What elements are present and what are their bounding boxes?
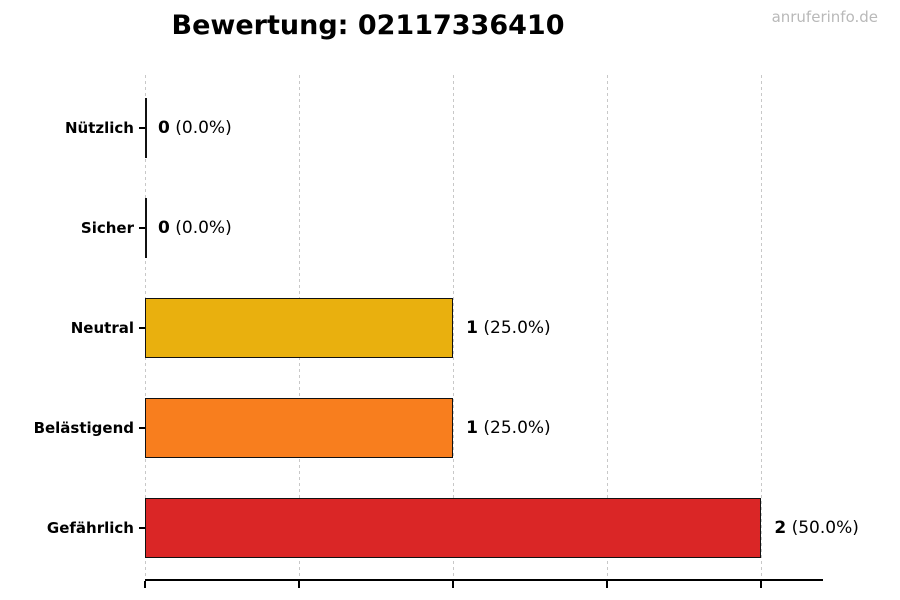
bar-0: [145, 98, 147, 158]
value-percentage-0: (0.0%): [169, 118, 232, 138]
value-count-2: 1: [466, 318, 479, 338]
gridline-x-1: [452, 75, 454, 580]
value-count-4: 2: [774, 518, 787, 538]
bar-2: [145, 298, 454, 358]
category-label-3: Belästigend: [33, 419, 134, 437]
value-percentage-4: (50.0%): [786, 518, 859, 538]
watermark-text: anruferinfo.de: [771, 8, 878, 26]
value-count-0: 0: [158, 118, 170, 138]
x-axis-tick-0.5: [298, 581, 301, 588]
gridline-x-2: [760, 75, 762, 580]
category-label-4: Gefährlich: [46, 519, 134, 537]
value-count-1: 0: [158, 218, 170, 238]
value-label-0: 0 (0.0%): [158, 118, 232, 138]
value-label-1: 0 (0.0%): [158, 218, 232, 238]
y-axis-tick-3: [139, 427, 145, 429]
gridline-x-1.5: [606, 75, 608, 580]
value-percentage-2: (25.0%): [478, 318, 551, 338]
x-axis-tick-2: [760, 581, 763, 588]
y-axis-tick-4: [139, 527, 145, 529]
value-percentage-3: (25.0%): [478, 418, 551, 438]
value-count-3: 1: [466, 418, 479, 438]
category-label-2: Neutral: [70, 319, 134, 337]
y-axis-tick-2: [139, 327, 145, 329]
bar-1: [145, 198, 147, 258]
value-label-4: 2 (50.0%): [774, 518, 859, 538]
x-axis-tick-0: [144, 581, 146, 588]
value-percentage-1: (0.0%): [169, 218, 232, 238]
value-label-2: 1 (25.0%): [466, 318, 551, 338]
category-label-1: Sicher: [80, 219, 134, 237]
category-label-0: Nützlich: [65, 119, 134, 137]
value-label-3: 1 (25.0%): [466, 418, 551, 438]
y-axis-tick-1: [139, 227, 145, 229]
x-axis-tick-1.5: [606, 581, 609, 588]
bar-4: [145, 498, 762, 558]
chart-title: Bewertung: 02117336410: [171, 10, 565, 41]
y-axis-tick-0: [139, 127, 145, 129]
x-axis-line: [145, 579, 823, 581]
x-axis-tick-1: [452, 581, 455, 588]
bar-3: [145, 398, 454, 458]
